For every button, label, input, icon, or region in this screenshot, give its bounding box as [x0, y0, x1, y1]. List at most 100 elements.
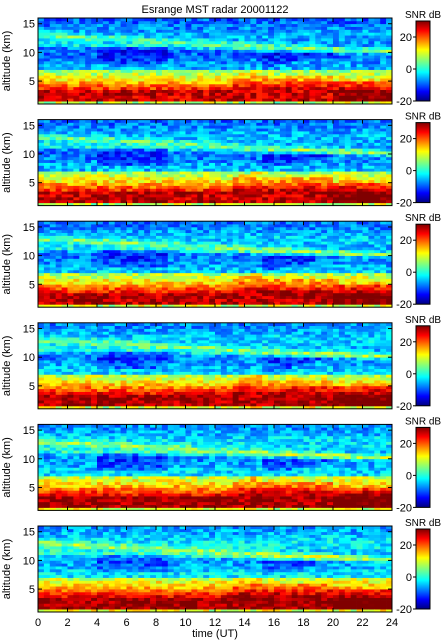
heatmap-cell — [61, 46, 68, 50]
heatmap-cell — [303, 142, 310, 146]
heatmap-cell — [285, 249, 293, 254]
heatmap-cell — [67, 75, 74, 79]
heatmap-cell — [250, 269, 257, 274]
heatmap-cell — [279, 20, 287, 25]
heatmap-cell — [150, 26, 157, 30]
heatmap-cell — [250, 264, 257, 268]
heatmap-cell — [179, 81, 186, 85]
heatmap-cell — [209, 89, 216, 93]
heatmap-cell — [256, 128, 263, 132]
heatmap-cell — [67, 275, 74, 279]
heatmap-cell — [215, 255, 222, 259]
heatmap-cell — [49, 101, 57, 105]
heatmap-cell — [97, 197, 104, 201]
heatmap-cell — [297, 151, 304, 155]
heatmap-cell — [250, 241, 257, 245]
heatmap-cell — [97, 224, 104, 228]
heatmap-cell — [114, 275, 121, 279]
heatmap-cell — [43, 139, 51, 143]
heatmap-cell — [156, 38, 163, 42]
heatmap-cell — [79, 174, 86, 178]
heatmap-cell — [38, 128, 45, 132]
heatmap-cell — [197, 281, 204, 285]
heatmap-cell — [156, 298, 163, 302]
heatmap-cell — [285, 162, 293, 166]
heatmap-cell — [238, 89, 245, 93]
heatmap-cell — [38, 55, 45, 59]
heatmap-cell — [43, 229, 51, 234]
heatmap-cell — [309, 83, 316, 88]
heatmap-cell — [61, 241, 68, 245]
heatmap-cell — [191, 174, 198, 178]
heatmap-cell — [49, 174, 57, 178]
heatmap-cell — [344, 179, 352, 184]
heatmap-cell — [321, 145, 328, 149]
heatmap-cell — [43, 78, 51, 82]
heatmap-cell — [91, 136, 98, 141]
heatmap-cell — [232, 159, 239, 163]
heatmap-cell — [126, 275, 133, 279]
heatmap-cell — [138, 247, 145, 251]
heatmap-cell — [344, 26, 352, 30]
heatmap-cell — [43, 269, 51, 274]
heatmap-cell — [167, 136, 175, 141]
heatmap-cell — [268, 58, 275, 62]
heatmap-cell — [38, 156, 45, 161]
heatmap-cell — [79, 101, 86, 105]
heatmap-cell — [350, 182, 357, 186]
heatmap-cell — [61, 232, 68, 236]
heatmap-cell — [191, 267, 198, 271]
heatmap-cell — [138, 292, 145, 297]
heatmap-cell — [374, 191, 381, 195]
heatmap-cell — [144, 142, 151, 146]
heatmap-cell — [333, 58, 340, 62]
heatmap-cell — [114, 148, 121, 152]
heatmap-cell — [209, 249, 216, 254]
heatmap-cell — [203, 40, 210, 45]
heatmap-cell — [215, 252, 222, 256]
heatmap-cell — [85, 221, 92, 225]
heatmap-cell — [138, 23, 145, 27]
heatmap-cell — [61, 154, 68, 158]
heatmap-cell — [114, 185, 121, 189]
heatmap-cell — [226, 125, 234, 129]
heatmap-cell — [132, 202, 139, 206]
heatmap-cell — [43, 304, 51, 308]
heatmap-cell — [244, 255, 251, 259]
heatmap-cell — [179, 46, 186, 50]
heatmap-cell — [333, 86, 340, 91]
heatmap-cell — [73, 49, 80, 53]
heatmap-cell — [226, 136, 234, 141]
heatmap-cell — [238, 43, 245, 48]
heatmap-cell — [38, 159, 45, 163]
heatmap-cell — [173, 272, 180, 277]
heatmap-cell — [297, 40, 304, 45]
heatmap-cell — [102, 18, 110, 22]
heatmap-cell — [55, 46, 62, 50]
heatmap-cell — [179, 49, 186, 53]
heatmap-cell — [126, 255, 133, 259]
heatmap-cell — [185, 151, 192, 155]
heatmap-cell — [215, 63, 222, 68]
heatmap-cell — [173, 119, 180, 123]
heatmap-cell — [73, 86, 80, 91]
heatmap-cell — [185, 32, 192, 36]
heatmap-cell — [61, 98, 68, 102]
heatmap-cell — [38, 18, 45, 22]
heatmap-cell — [191, 119, 198, 123]
heatmap-cell — [49, 72, 57, 76]
heatmap-cell — [85, 66, 92, 70]
heatmap-cell — [38, 278, 45, 282]
heatmap-cell — [173, 131, 180, 135]
heatmap-cell — [102, 229, 110, 234]
heatmap-cell — [144, 281, 151, 285]
heatmap-cell — [55, 148, 62, 152]
heatmap-cell — [226, 264, 234, 268]
heatmap-cell — [297, 145, 304, 149]
heatmap-cell — [126, 221, 133, 225]
heatmap-cell — [244, 199, 251, 204]
heatmap-cell — [185, 174, 192, 178]
heatmap-cell — [108, 224, 116, 228]
heatmap-cell — [291, 156, 298, 161]
heatmap-cell — [132, 221, 139, 225]
